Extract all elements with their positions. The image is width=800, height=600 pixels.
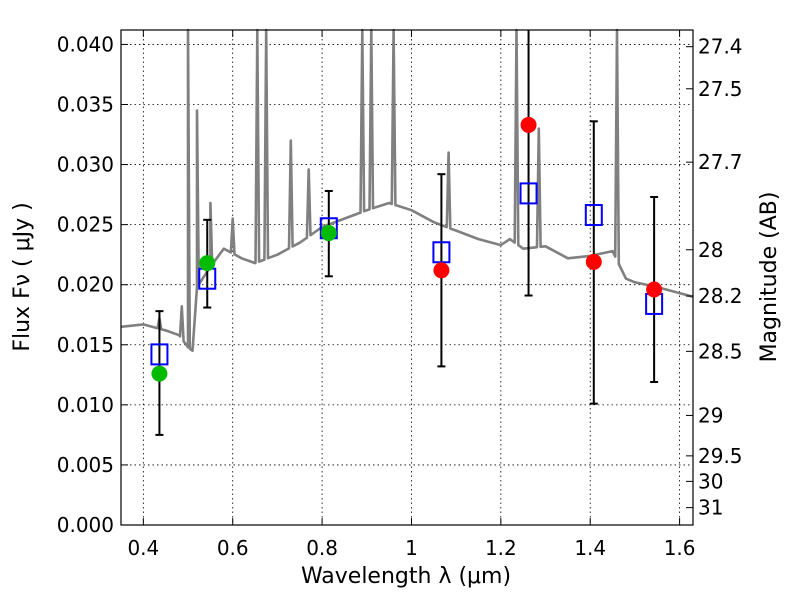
observed-flux-point xyxy=(585,253,602,270)
mag-tick-label: 29.5 xyxy=(698,444,743,468)
x-tick-label: 1 xyxy=(405,536,418,560)
x-tick-label: 0.8 xyxy=(306,536,338,560)
observed-flux-point xyxy=(646,281,663,298)
x-tick-label: 1.4 xyxy=(574,536,606,560)
plot-frame xyxy=(120,29,694,526)
observed-flux-point xyxy=(151,365,168,382)
y-tick-label: 0.035 xyxy=(57,92,114,116)
y-tick-label: 0.000 xyxy=(57,513,114,537)
model-spectrum xyxy=(120,28,694,353)
mag-tick-label: 29 xyxy=(698,403,723,427)
observed-flux-point xyxy=(199,255,216,272)
observed-flux-point xyxy=(520,116,537,133)
x-tick-label: 0.4 xyxy=(127,536,159,560)
right-axis-label: Magnitude (AB) xyxy=(757,192,782,363)
mag-tick-label: 31 xyxy=(698,496,723,520)
mag-tick-label: 27.4 xyxy=(698,35,743,59)
axes: 0.4 0.6 0.8 1 1.2 1.4 1.6 0.000 0.005 0.010 0.015 0… xyxy=(57,29,743,560)
mag-tick-label: 28.2 xyxy=(698,284,743,308)
mag-tick-label: 30 xyxy=(698,469,723,493)
x-tick-label: 1.2 xyxy=(485,536,517,560)
x-tick-label: 0.6 xyxy=(217,536,249,560)
x-axis-label: Wavelength λ (μm) xyxy=(301,564,511,589)
data-points xyxy=(150,116,664,382)
model-flux-square xyxy=(150,343,169,366)
y-tick-label: 0.020 xyxy=(57,273,114,297)
mag-tick-label: 28 xyxy=(698,238,723,262)
observed-flux-point xyxy=(320,225,337,242)
y-tick-label: 0.040 xyxy=(57,32,114,56)
y-tick-label: 0.015 xyxy=(57,333,114,357)
y-tick-label: 0.030 xyxy=(57,153,114,177)
model-flux-square xyxy=(519,182,538,205)
spectrum-line xyxy=(120,28,694,353)
x-tick-label: 1.6 xyxy=(664,536,696,560)
grid xyxy=(121,30,693,525)
mag-tick-label: 27.5 xyxy=(698,77,743,101)
y-tick-label: 0.005 xyxy=(57,453,114,477)
y-tick-label: 0.010 xyxy=(57,393,114,417)
mag-tick-label: 27.7 xyxy=(698,150,743,174)
observed-flux-point xyxy=(433,262,450,279)
mag-tick-label: 28.5 xyxy=(698,339,743,363)
model-flux-square xyxy=(432,241,451,264)
model-flux-square xyxy=(584,204,603,227)
y-tick-label: 0.025 xyxy=(57,213,114,237)
y-axis-label: Flux Fν ( μJy ) xyxy=(10,202,35,351)
